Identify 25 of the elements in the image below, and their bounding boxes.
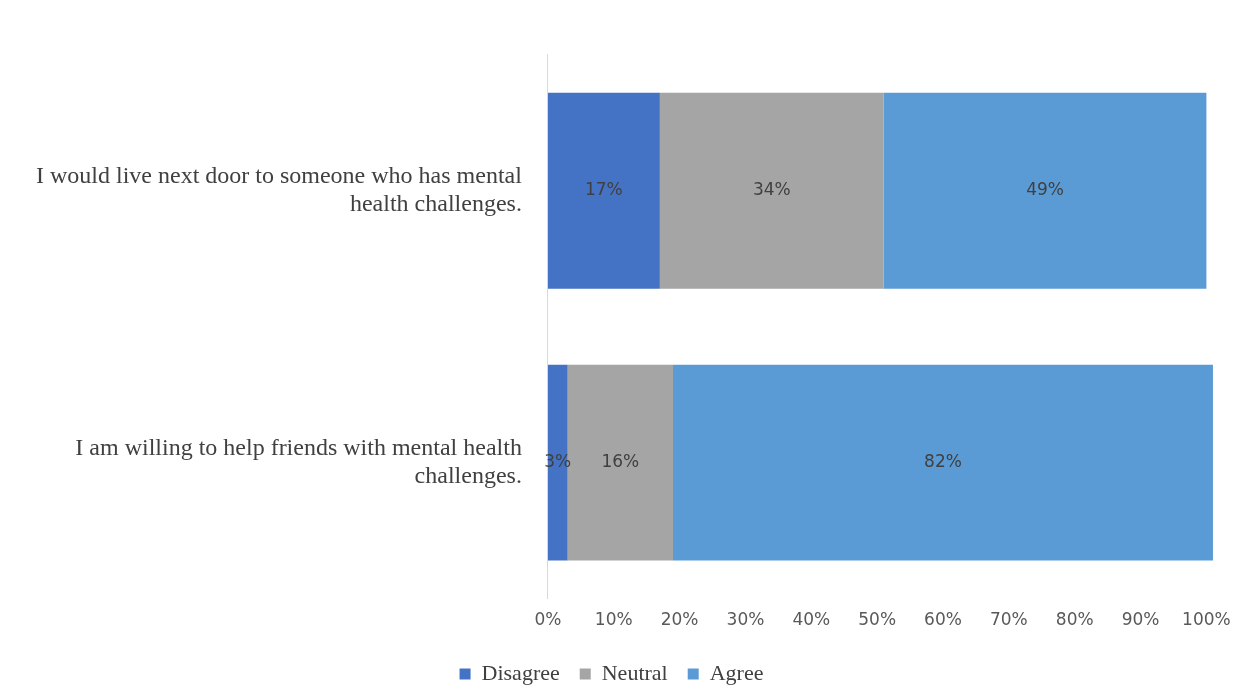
x-tick-label: 0% (534, 609, 562, 630)
x-tick-label: 40% (792, 609, 831, 630)
bar (659, 92, 884, 289)
x-tick-label: 90% (1121, 609, 1160, 630)
data-label: 34% (752, 179, 791, 200)
data-label: 49% (1026, 179, 1064, 200)
y-tick-label: I am willing to help friends with mental health challenges. (75, 433, 522, 489)
x-tick-label: 50% (858, 609, 897, 630)
x-tick-label: 100% (1182, 609, 1231, 630)
legend-label: Agree (709, 659, 764, 685)
data-label: 17% (584, 179, 623, 200)
x-tick-label: 80% (1055, 609, 1094, 630)
data-label: 16% (601, 451, 640, 472)
x-tick-label: 60% (924, 609, 962, 630)
x-tick-label: 70% (989, 609, 1028, 630)
y-tick-label: I would live next door to someone who has mental health challenges. (36, 161, 523, 217)
bar (547, 92, 660, 289)
bar (883, 92, 1207, 289)
x-tick-label: 20% (660, 609, 699, 630)
legend-label: Neutral (601, 659, 668, 685)
bar (673, 364, 1213, 561)
legend-label: Disagree (481, 659, 560, 685)
data-label: 82% (924, 451, 962, 472)
x-tick-label: 30% (726, 609, 765, 630)
x-tick-label: 10% (594, 609, 633, 630)
